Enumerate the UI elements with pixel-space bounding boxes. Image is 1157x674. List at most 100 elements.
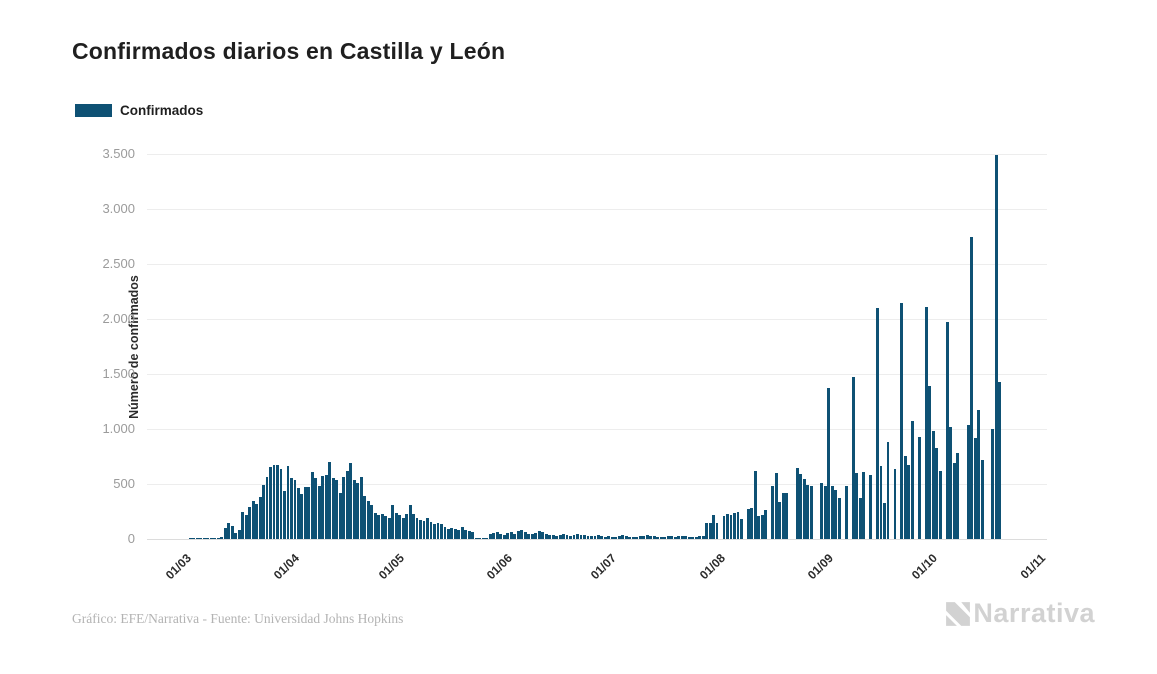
bar — [715, 522, 719, 539]
bar — [656, 536, 660, 539]
bar — [617, 535, 621, 539]
bar — [907, 464, 911, 539]
bar — [862, 471, 865, 539]
bar — [558, 534, 562, 539]
bar — [747, 508, 750, 539]
bar — [541, 532, 545, 539]
bar — [977, 410, 981, 539]
bar — [820, 482, 824, 539]
gridline — [147, 484, 1047, 485]
bar — [293, 479, 297, 539]
bar — [708, 522, 712, 539]
bar — [722, 515, 726, 539]
bar — [869, 474, 872, 539]
bar — [262, 484, 265, 539]
brand-logo: Narrativa — [945, 598, 1095, 629]
narrativa-n-icon — [946, 601, 971, 626]
legend: Confirmados — [75, 103, 203, 118]
bar — [830, 486, 834, 539]
bar — [663, 536, 667, 539]
bar — [279, 469, 283, 539]
bar — [733, 512, 736, 539]
bar — [310, 471, 314, 539]
x-tick-label: 01/10 — [909, 551, 941, 583]
bar — [569, 535, 572, 539]
bar — [855, 473, 858, 539]
bar — [998, 381, 1002, 539]
bar — [740, 519, 743, 539]
bar — [227, 522, 231, 539]
page-title: Confirmados diarios en Castilla y León — [72, 38, 506, 64]
brand-name: Narrativa — [973, 598, 1095, 628]
bar — [576, 534, 579, 539]
bar — [607, 536, 611, 539]
bar — [488, 534, 492, 539]
bar — [234, 533, 238, 539]
bar — [464, 530, 468, 539]
bar — [398, 515, 402, 539]
bar — [544, 534, 548, 539]
bar — [202, 538, 206, 539]
bar — [272, 464, 276, 539]
bar — [565, 535, 569, 539]
y-tick-label: 3.500 — [102, 146, 135, 161]
bar — [331, 477, 335, 539]
bar — [726, 513, 729, 539]
bar — [628, 536, 632, 539]
y-tick-label: 0 — [127, 531, 135, 546]
bar — [474, 538, 478, 539]
bar — [352, 479, 356, 539]
x-tick-label: 01/08 — [696, 551, 728, 583]
bar — [799, 473, 803, 539]
bar — [394, 512, 398, 539]
bar — [297, 488, 300, 539]
bar — [928, 386, 932, 539]
bar — [635, 536, 639, 539]
x-tick-label: 01/09 — [804, 551, 836, 583]
bar — [457, 529, 461, 539]
x-tick-label: 01/04 — [270, 551, 302, 583]
y-tick-label: 2.000 — [102, 311, 135, 326]
bar — [450, 528, 454, 539]
bar — [276, 465, 279, 539]
bar — [384, 516, 388, 539]
bar — [750, 508, 754, 539]
gridline — [147, 319, 1047, 320]
bar — [551, 535, 555, 539]
bar — [795, 467, 799, 539]
gridline — [147, 429, 1047, 430]
bar — [440, 524, 443, 539]
bar — [670, 535, 674, 539]
bar — [192, 538, 196, 539]
bar — [562, 534, 565, 539]
bar — [307, 487, 311, 539]
bar — [994, 155, 998, 539]
bar — [774, 473, 778, 539]
bar — [579, 534, 583, 539]
bar — [973, 437, 977, 539]
bar — [597, 535, 600, 539]
x-axis-line — [147, 539, 1047, 540]
bar — [876, 308, 879, 539]
bar — [303, 487, 307, 539]
bar — [760, 515, 764, 539]
bar — [903, 455, 907, 539]
bar — [366, 501, 370, 539]
bar — [370, 504, 374, 539]
bar — [910, 421, 914, 539]
bar — [516, 530, 520, 539]
bar — [433, 523, 436, 539]
bar — [548, 534, 552, 539]
bar — [809, 485, 813, 539]
bar — [520, 529, 524, 539]
bar — [771, 486, 775, 539]
bar — [537, 531, 541, 539]
bar — [834, 489, 838, 539]
bar — [258, 497, 262, 539]
bar — [502, 534, 506, 539]
bar — [701, 535, 705, 539]
bar — [426, 517, 429, 539]
bar — [209, 537, 213, 539]
bar — [216, 537, 220, 539]
bar — [677, 536, 681, 539]
